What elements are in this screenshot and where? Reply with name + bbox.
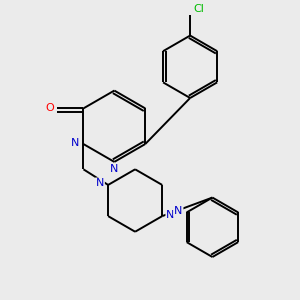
- Text: N: N: [110, 164, 118, 174]
- Text: N: N: [71, 138, 79, 148]
- Text: O: O: [46, 103, 55, 113]
- Text: N: N: [166, 210, 175, 220]
- Text: Cl: Cl: [193, 4, 204, 14]
- Text: N: N: [96, 178, 104, 188]
- Text: N: N: [174, 206, 182, 216]
